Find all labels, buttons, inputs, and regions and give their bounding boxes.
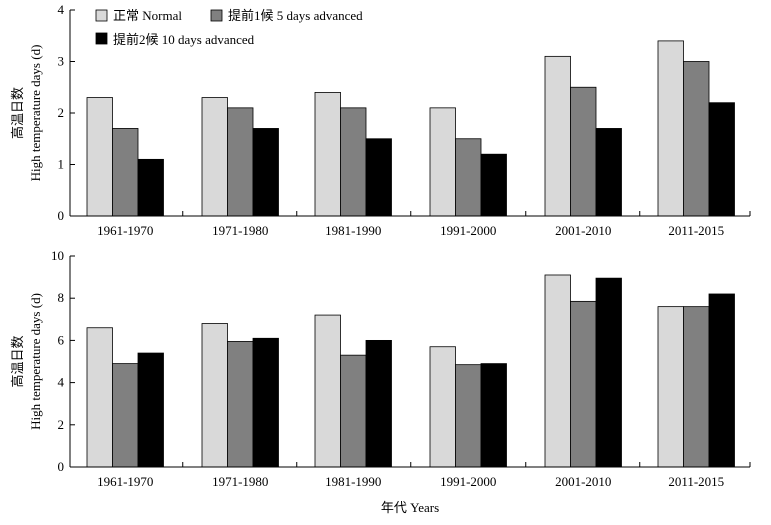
bar-top-advanced10-2011-2015 [708, 102, 735, 217]
x-tick-label-top-1971-1980: 1971-1980 [212, 223, 268, 238]
y-tick-label-bottom-10: 10 [51, 248, 64, 263]
x-tick-label-top-1981-1990: 1981-1990 [325, 223, 381, 238]
bar-bottom-advanced10-1961-1970 [137, 352, 164, 468]
bar-bottom-advanced10-2011-2015 [708, 293, 735, 468]
bar-bottom-advanced10-1991-2000 [480, 363, 507, 468]
y-tick-label-top-4: 4 [58, 2, 65, 17]
legend-label-5-days-advanced: 提前1候 5 days advanced [228, 8, 363, 23]
x-tick-label-bottom-2001-2010: 2001-2010 [555, 474, 611, 489]
bar-bottom-advanced5-1981-1990 [340, 354, 367, 468]
x-tick-label-bottom-1981-1990: 1981-1990 [325, 474, 381, 489]
bar-top-advanced10-1971-1980 [252, 128, 279, 217]
bar-bottom-advanced5-1971-1980 [227, 341, 254, 468]
x-tick-label-top-1991-2000: 1991-2000 [440, 223, 496, 238]
legend-label-10-days-advanced: 提前2候 10 days advanced [113, 32, 255, 47]
chart-panel-bottom: 0 2 4 6 8 10 1961-1970 1971-1980 1981-1990 1991-2… [10, 248, 751, 489]
y-tick-label-top-3: 3 [58, 54, 65, 69]
bar-top-advanced5-1991-2000 [455, 138, 482, 217]
x-tick-label-bottom-1971-1980: 1971-1980 [212, 474, 268, 489]
legend-swatch-5-days-advanced [210, 9, 223, 22]
legend-label-normal: 正常 Normal [113, 8, 182, 23]
y-tick-label-bottom-8: 8 [58, 290, 65, 305]
bar-bottom-advanced10-1971-1980 [252, 337, 279, 468]
y-tick-label-top-0: 0 [58, 208, 65, 223]
bar-top-advanced5-1961-1970 [112, 128, 139, 217]
bar-top-normal-1981-1990 [314, 92, 341, 217]
bar-bottom-normal-1991-2000 [429, 346, 456, 468]
bar-top-normal-1991-2000 [429, 107, 456, 217]
bar-top-advanced10-1981-1990 [365, 138, 392, 217]
bar-bottom-advanced5-1961-1970 [112, 363, 139, 468]
bar-bottom-advanced5-2001-2010 [570, 300, 597, 468]
x-tick-label-top-2001-2010: 2001-2010 [555, 223, 611, 238]
bar-bottom-normal-2011-2015 [657, 306, 684, 468]
y-axis-label-cn-top: 高温日数 [10, 87, 25, 139]
x-tick-label-bottom-1991-2000: 1991-2000 [440, 474, 496, 489]
y-tick-label-bottom-2: 2 [58, 417, 65, 432]
bar-top-normal-2001-2010 [544, 55, 571, 217]
bar-top-normal-1961-1970 [86, 97, 113, 217]
y-tick-label-bottom-6: 6 [58, 332, 65, 347]
bar-bottom-advanced10-2001-2010 [595, 277, 622, 468]
bar-top-advanced5-1971-1980 [227, 107, 254, 217]
x-tick-label-bottom-2011-2015: 2011-2015 [668, 474, 724, 489]
legend-swatch-10-days-advanced [95, 32, 108, 45]
y-axis-label-cn-bottom: 高温日数 [10, 335, 25, 387]
bar-top-advanced10-1961-1970 [137, 158, 164, 217]
chart-panel-top: 0 1 2 3 4 1961-1970 1971-1980 1981-1990 1991-200… [10, 2, 751, 238]
bar-top-normal-1971-1980 [201, 97, 228, 217]
bar-bottom-advanced10-1981-1990 [365, 339, 392, 468]
bar-bottom-normal-1971-1980 [201, 323, 228, 468]
bar-top-normal-2011-2015 [657, 40, 684, 217]
y-tick-label-bottom-4: 4 [58, 375, 65, 390]
bar-bottom-normal-2001-2010 [544, 274, 571, 468]
x-tick-label-top-2011-2015: 2011-2015 [668, 223, 724, 238]
bar-bottom-advanced5-1991-2000 [455, 364, 482, 468]
bar-bottom-normal-1961-1970 [86, 327, 113, 468]
bar-top-advanced5-1981-1990 [340, 107, 367, 217]
x-axis-label: 年代 Years [381, 500, 439, 515]
y-axis-label-en-top: High temperature days (d) [28, 45, 43, 182]
legend-swatch-normal [95, 9, 108, 22]
y-axis-label-en-bottom: High temperature days (d) [28, 293, 43, 430]
x-tick-label-top-1961-1970: 1961-1970 [97, 223, 153, 238]
bar-top-advanced5-2001-2010 [570, 86, 597, 217]
y-tick-label-top-1: 1 [58, 157, 65, 172]
legend: 正常 Normal 提前1候 5 days advanced 提前2候 10 d… [95, 8, 363, 47]
bar-top-advanced5-2011-2015 [683, 61, 710, 217]
y-tick-label-bottom-0: 0 [58, 459, 65, 474]
bar-bottom-advanced5-2011-2015 [683, 306, 710, 468]
bar-top-advanced10-2001-2010 [595, 128, 622, 217]
bar-top-advanced10-1991-2000 [480, 153, 507, 217]
bar-bottom-normal-1981-1990 [314, 314, 341, 468]
x-tick-label-bottom-1961-1970: 1961-1970 [97, 474, 153, 489]
y-tick-label-top-2: 2 [58, 105, 65, 120]
